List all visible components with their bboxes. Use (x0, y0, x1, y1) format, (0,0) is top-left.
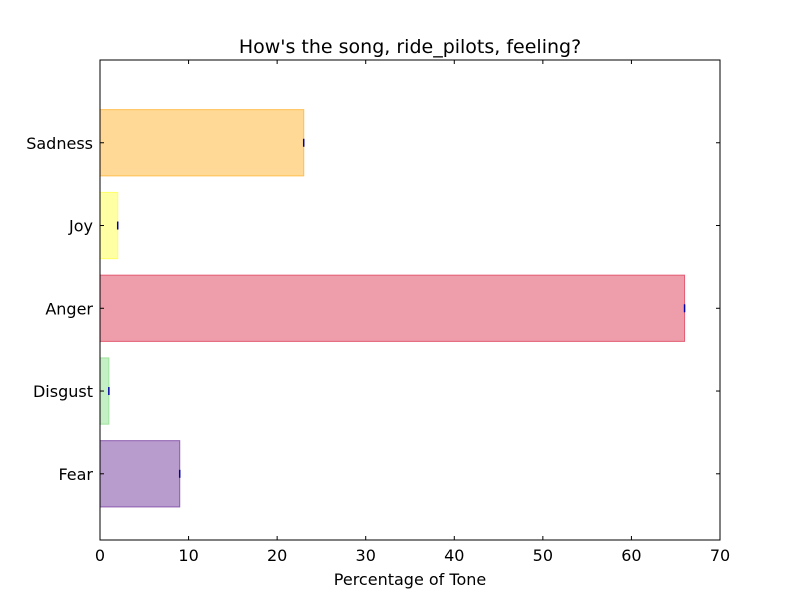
x-axis-label: Percentage of Tone (334, 570, 486, 589)
y-tick-label-joy: Joy (68, 217, 93, 236)
x-tick-label-50: 50 (533, 546, 553, 565)
y-axis-ticks: Fear Disgust Anger Joy Sadness (26, 134, 720, 484)
y-tick-label-anger: Anger (45, 299, 93, 318)
x-tick-label-30: 30 (356, 546, 376, 565)
x-tick-label-0: 0 (95, 546, 105, 565)
x-tick-label-60: 60 (621, 546, 641, 565)
x-tick-label-70: 70 (710, 546, 730, 565)
bar-anger (99, 274, 686, 342)
x-axis-ticks: 0 10 20 30 40 50 60 70 (95, 60, 730, 565)
chart-title: How's the song, ride_pilots, feeling? (239, 36, 581, 58)
x-tick-label-40: 40 (444, 546, 464, 565)
plot-frame (99, 59, 721, 541)
bars-layer (99, 109, 686, 508)
y-tick-label-sadness: Sadness (26, 134, 93, 153)
y-tick-label-fear: Fear (58, 465, 93, 484)
y-tick-label-disgust: Disgust (33, 382, 93, 401)
x-tick-label-10: 10 (178, 546, 198, 565)
bar-sadness (99, 109, 305, 177)
bar-fear (99, 440, 181, 508)
x-tick-label-20: 20 (267, 546, 287, 565)
